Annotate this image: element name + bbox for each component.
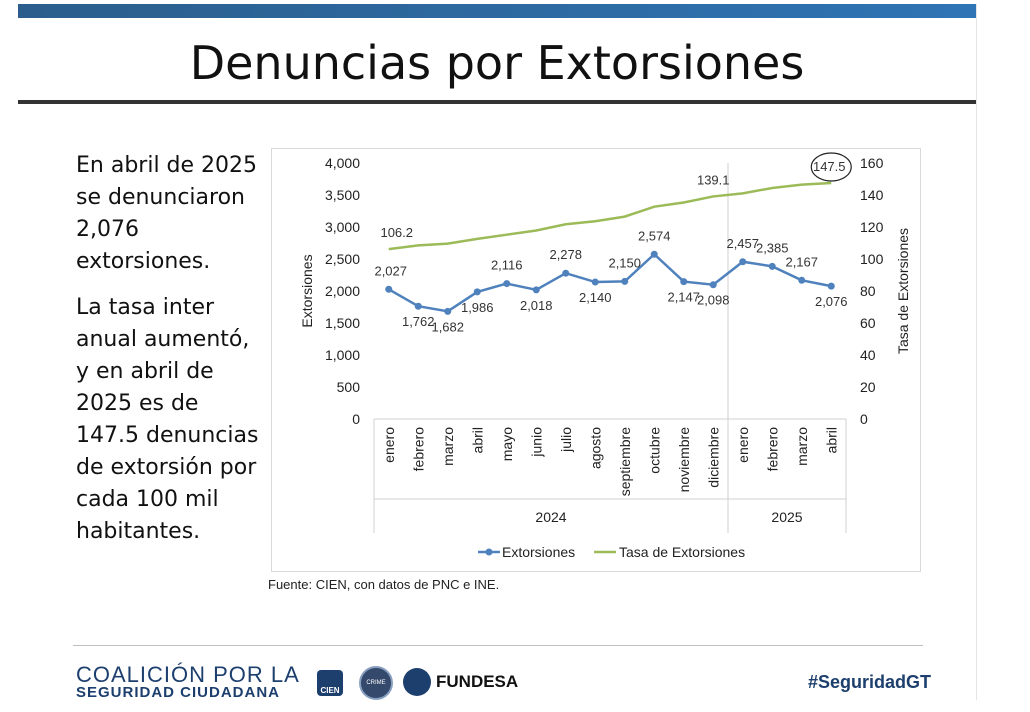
series-line xyxy=(388,181,832,251)
data-point xyxy=(798,276,806,284)
legend-marker xyxy=(485,548,493,556)
data-label: 1,986 xyxy=(461,300,494,315)
data-point xyxy=(503,280,511,288)
data-label: 2,457 xyxy=(726,236,759,251)
y-tick-right: 120 xyxy=(860,219,884,235)
data-label: 2,147 xyxy=(667,290,700,305)
data-label: 2,018 xyxy=(520,298,553,313)
y-axis-title-right: Tasa de Extorsiones xyxy=(895,228,911,354)
y-tick-left: 1,000 xyxy=(325,347,360,363)
summary-paragraph-2: La tasa inter anual aumentó, y en abril … xyxy=(76,295,259,544)
y-tick-left: 3,500 xyxy=(325,187,360,203)
y-tick-right: 0 xyxy=(860,411,868,427)
x-tick-label: abril xyxy=(469,427,485,453)
x-tick-label: marzo xyxy=(794,427,810,466)
slide: Denuncias por Extorsiones En abril de 20… xyxy=(18,0,976,701)
highlight-circle xyxy=(810,152,852,182)
data-point xyxy=(532,286,540,294)
y-tick-left: 1,500 xyxy=(325,315,360,331)
fundesa-logo-mark xyxy=(403,668,431,696)
data-label: 1,682 xyxy=(431,319,464,334)
y-tick-right: 60 xyxy=(860,315,876,331)
coalition-logo-line1: COALICIÓN POR LA xyxy=(76,662,300,687)
series-line xyxy=(388,252,832,313)
x-tick-label: enero xyxy=(735,427,751,463)
x-tick-label: febrero xyxy=(410,427,426,472)
data-point xyxy=(621,277,629,285)
x-tick-label: diciembre xyxy=(705,427,721,488)
y-tick-right: 100 xyxy=(860,251,884,267)
data-label: 2,278 xyxy=(549,247,582,262)
data-point xyxy=(385,285,393,293)
data-label: 139.1 xyxy=(697,172,730,187)
data-label: 2,150 xyxy=(608,255,641,270)
data-point xyxy=(768,262,776,270)
extortions-chart: 0 500 1,000 1,500 2,000 2,500 3,000 3,500 4,000 0… xyxy=(299,152,911,560)
x-tick-label: septiembre xyxy=(617,427,633,496)
chart-container: 0 500 1,000 1,500 2,000 2,500 3,000 3,500 4,000 0… xyxy=(271,148,921,572)
data-point xyxy=(444,307,452,315)
header-accent-bar xyxy=(18,4,976,18)
y-tick-right: 160 xyxy=(860,155,884,171)
x-tick-label: noviembre xyxy=(676,427,692,493)
data-label: 2,098 xyxy=(697,293,730,308)
data-label: 2,076 xyxy=(815,294,848,309)
data-label: 106.2 xyxy=(380,225,413,240)
title-divider xyxy=(18,100,976,104)
crime-logo: CRIME xyxy=(359,666,393,700)
legend-label: Extorsiones xyxy=(502,544,575,560)
coalition-logo-line2: SEGURIDAD CIUDADANA xyxy=(76,684,281,701)
slide-title: Denuncias por Extorsiones xyxy=(189,36,805,90)
data-label: 2,385 xyxy=(756,240,789,255)
x-tick-label: mayo xyxy=(499,427,515,461)
data-label: 2,116 xyxy=(491,258,523,273)
y-tick-right: 40 xyxy=(860,347,876,363)
x-group-label: 2024 xyxy=(535,509,566,525)
data-label: 1,762 xyxy=(402,314,435,329)
x-group-label: 2025 xyxy=(771,509,802,525)
y-tick-right: 140 xyxy=(860,187,884,203)
fundesa-logo: FUNDESA xyxy=(436,672,519,691)
y-tick-left: 0 xyxy=(352,411,360,427)
data-point xyxy=(739,258,747,266)
data-label: 2,140 xyxy=(579,290,612,305)
x-tick-label: enero xyxy=(381,427,397,463)
x-tick-label: abril xyxy=(823,427,839,453)
x-tick-label: julio xyxy=(558,427,574,453)
data-point xyxy=(562,269,570,277)
data-point xyxy=(591,278,599,286)
page-edge-divider xyxy=(976,4,977,700)
data-label: 2,574 xyxy=(638,228,671,243)
x-tick-label: octubre xyxy=(646,427,662,474)
source-note: Fuente: CIEN, con datos de PNC e INE. xyxy=(268,577,500,592)
summary-text: En abril de 2025 se denunciaron 2,076 ex… xyxy=(76,150,266,562)
data-label: 2,027 xyxy=(374,263,407,278)
data-point xyxy=(827,282,835,290)
x-tick-label: agosto xyxy=(587,427,603,469)
y-tick-left: 3,000 xyxy=(325,219,360,235)
cien-logo: CIEN xyxy=(317,670,343,696)
y-tick-left: 500 xyxy=(337,379,361,395)
hashtag: #SeguridadGT xyxy=(808,672,932,692)
y-tick-right: 80 xyxy=(860,283,876,299)
data-point xyxy=(473,288,481,296)
y-tick-left: 4,000 xyxy=(325,155,360,171)
y-tick-left: 2,000 xyxy=(325,283,360,299)
x-tick-label: junio xyxy=(528,427,544,458)
data-label: 2,167 xyxy=(785,254,818,269)
x-tick-label: febrero xyxy=(764,427,780,472)
y-axis-title-left: Extorsiones xyxy=(299,254,315,327)
data-point xyxy=(414,302,422,310)
footer-divider xyxy=(73,645,923,646)
data-point xyxy=(650,250,658,258)
summary-paragraph-1: En abril de 2025 se denunciaron 2,076 ex… xyxy=(76,153,258,274)
y-tick-right: 20 xyxy=(860,379,876,395)
y-tick-left: 2,500 xyxy=(325,251,360,267)
data-label: 147.5 xyxy=(813,159,846,174)
data-point xyxy=(680,278,688,286)
legend-label: Tasa de Extorsiones xyxy=(619,544,745,560)
data-point xyxy=(709,281,717,289)
x-tick-label: marzo xyxy=(440,427,456,466)
